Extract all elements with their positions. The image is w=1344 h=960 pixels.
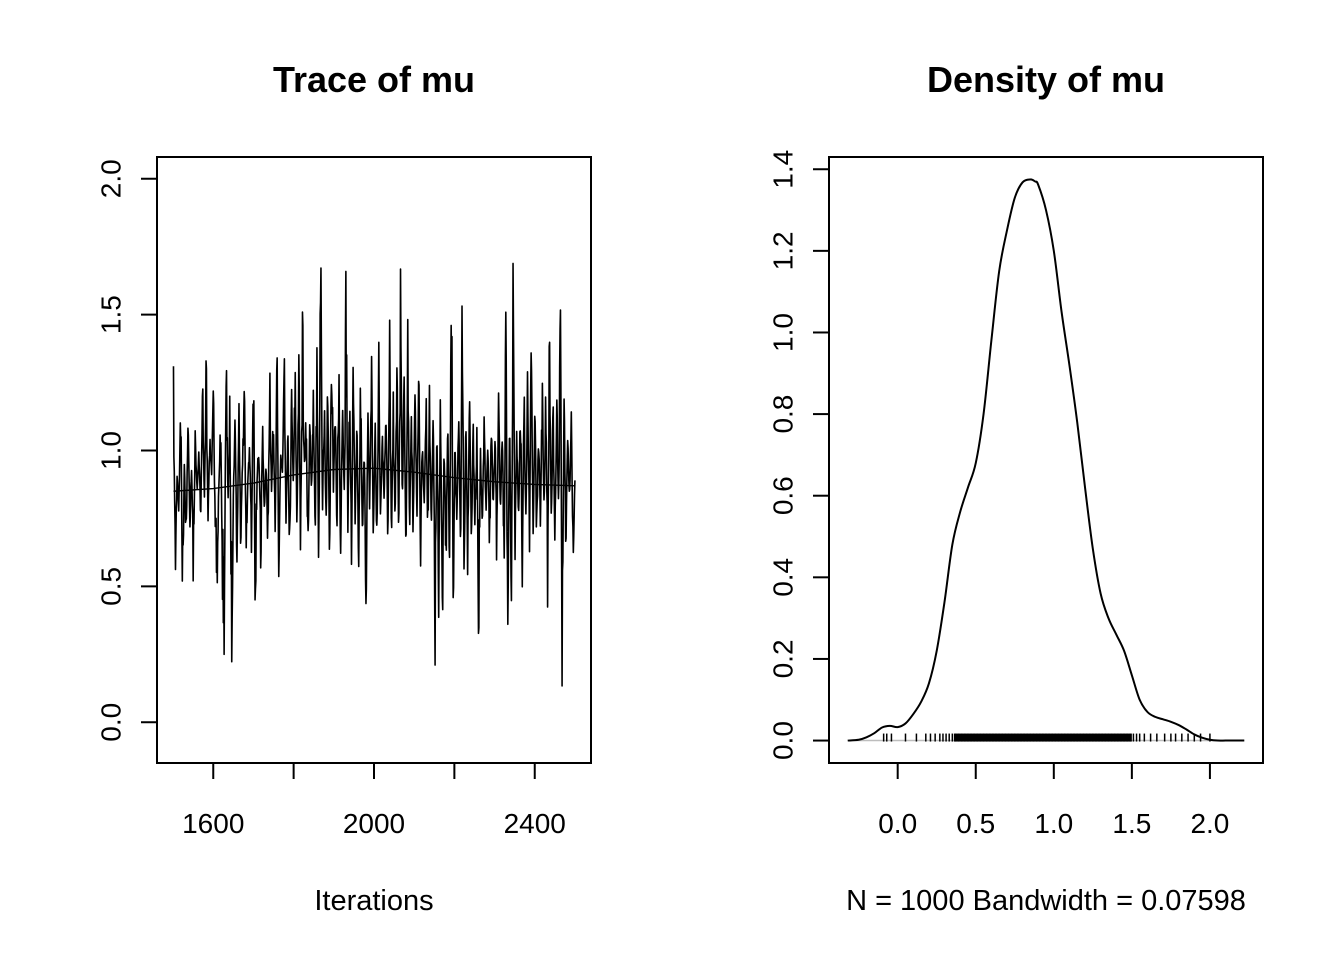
y-tick-label: 0.2	[768, 639, 799, 678]
x-tick-label: 1600	[182, 808, 244, 839]
trace-smoother-line	[173, 467, 575, 492]
x-tick-label: 0.5	[956, 808, 995, 839]
density-curve	[847, 178, 1245, 742]
y-tick-label: 0.5	[96, 567, 127, 606]
y-tick-label: 1.0	[768, 313, 799, 352]
y-tick-label: 1.2	[768, 231, 799, 270]
trace-series-line	[172, 262, 576, 687]
y-tick-label: 0.8	[768, 395, 799, 434]
density-y-axis: 0.0 0.2 0.4 0.6 0.8 1.0 1.2 1.4	[768, 150, 830, 760]
trace-x-axis: 1600 2000 2400	[182, 762, 566, 839]
density-marks	[847, 178, 1245, 742]
trace-y-axis: 0.0 0.5 1.0 1.5 2.0	[96, 159, 158, 742]
density-plot-frame	[828, 156, 1264, 764]
x-tick-label: 1.5	[1112, 808, 1151, 839]
y-tick-label: 0.4	[768, 558, 799, 597]
density-panel: Density of mu 0.0 0.5 1.0 1.5 2.0 0.00.20.40…	[768, 59, 1264, 917]
y-tick-label: 1.4	[768, 150, 799, 189]
x-tick-label: 2400	[504, 808, 566, 839]
density-x-axis: 0.0 0.5 1.0 1.5 2.0	[878, 762, 1229, 839]
trace-x-label: Iterations	[314, 885, 433, 917]
x-tick-label: 2.0	[1190, 808, 1229, 839]
trace-title: Trace of mu	[273, 59, 475, 100]
y-tick-label: 0.6	[768, 476, 799, 515]
y-tick-label: 1.0	[96, 431, 127, 470]
x-tick-label: 0.0	[878, 808, 917, 839]
x-tick-label: 2000	[343, 808, 405, 839]
y-tick-label: 2.0	[96, 159, 127, 198]
y-tick-label: 0.0	[768, 721, 799, 760]
x-tick-label: 1.0	[1034, 808, 1073, 839]
y-tick-label: 1.5	[96, 295, 127, 334]
density-x-label: N = 1000 Bandwidth = 0.07598	[846, 885, 1246, 917]
trace-panel: Trace of mu 1600 2000 2400 0.0 0.5 1.0 1.5 2.0…	[96, 59, 592, 917]
y-tick-label: 0.0	[96, 703, 127, 742]
density-title: Density of mu	[927, 59, 1165, 100]
rug-dense-band	[953, 733, 1132, 742]
trace-marks	[172, 262, 576, 687]
